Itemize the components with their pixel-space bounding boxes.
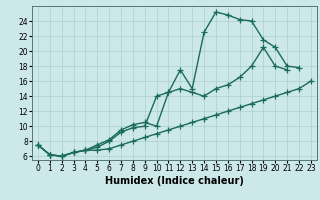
X-axis label: Humidex (Indice chaleur): Humidex (Indice chaleur) <box>105 176 244 186</box>
